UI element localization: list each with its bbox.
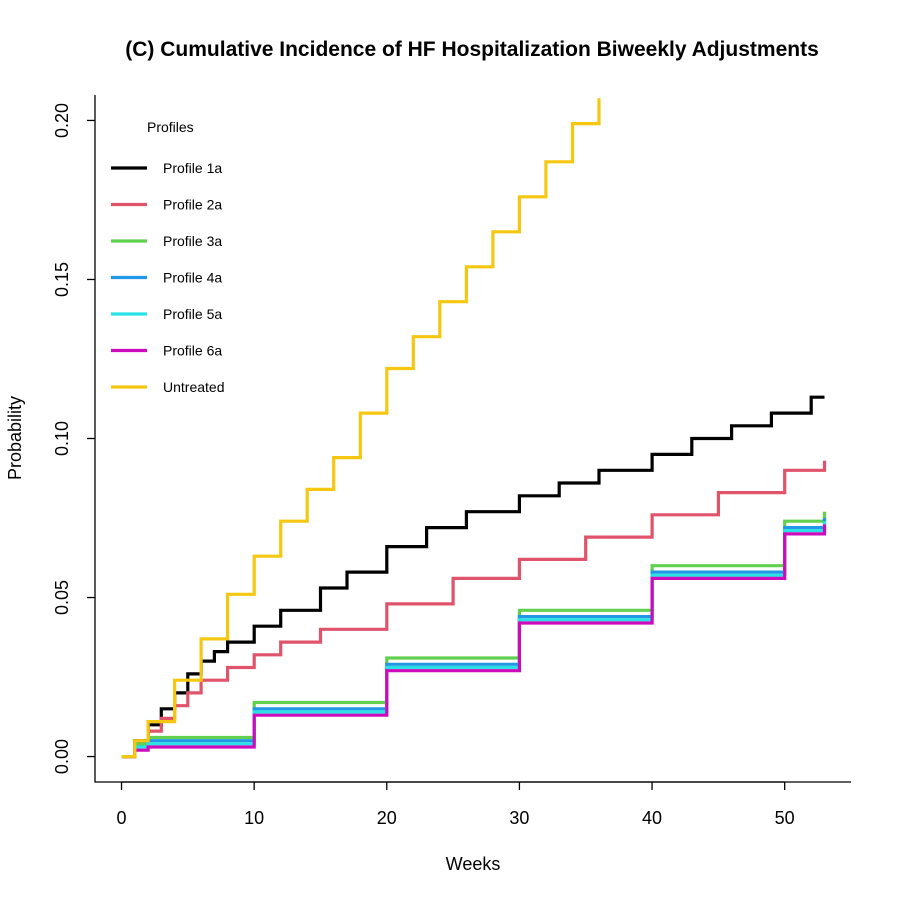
legend-label: Untreated [163,379,224,395]
x-tick-label: 0 [117,808,127,828]
x-tick-label: 20 [377,808,397,828]
y-tick-label: 0.15 [52,262,72,297]
chart-title: (C) Cumulative Incidence of HF Hospitali… [125,38,819,61]
series-line-untreated [121,98,601,759]
x-axis: 0 10 20 30 40 50 [117,781,795,828]
x-tick-label: 50 [775,808,795,828]
y-tick-label: 0.05 [52,580,72,615]
y-axis: 0.00 0.05 0.10 0.15 0.20 [52,103,95,774]
x-tick-label: 30 [509,808,529,828]
legend-label: Profile 2a [163,197,222,213]
legend-label: Profile 5a [163,306,222,322]
series-group [121,98,827,759]
y-tick-label: 0.00 [52,739,72,774]
series-line-profile-2a [121,460,827,759]
legend-label: Profile 3a [163,233,222,249]
y-tick-label: 0.10 [52,421,72,456]
legend-title: Profiles [147,119,194,135]
y-axis-title: Probability [5,396,25,480]
x-tick-label: 10 [244,808,264,828]
legend-label: Profile 1a [163,160,222,176]
legend: Profiles Profile 1a Profile 2a Profile 3a P… [111,119,224,395]
legend-label: Profile 4a [163,270,222,286]
x-axis-title: Weeks [446,854,501,874]
plot-area [94,95,851,783]
x-tick-label: 40 [642,808,662,828]
legend-label: Profile 6a [163,343,222,359]
y-tick-label: 0.20 [52,103,72,138]
series-line-profile-6a [121,524,827,759]
